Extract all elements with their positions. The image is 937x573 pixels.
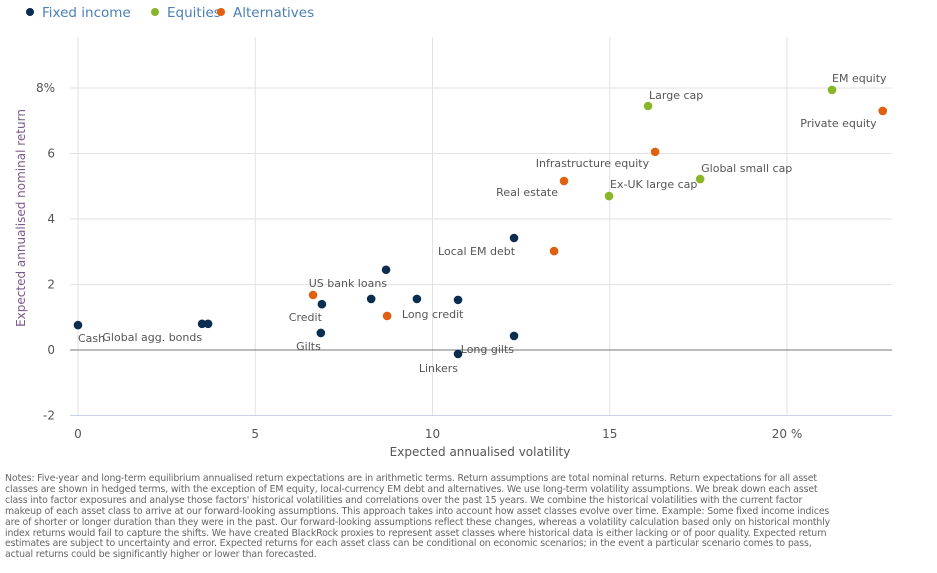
point-label: Long credit xyxy=(402,308,464,321)
data-point[interactable] xyxy=(308,290,318,300)
y-tick-label: 4 xyxy=(47,212,55,226)
notes-line: classes are shown in hedged terms, with … xyxy=(5,483,818,495)
data-point[interactable] xyxy=(381,265,391,275)
data-point[interactable] xyxy=(643,101,653,111)
data-point[interactable] xyxy=(316,328,326,338)
y-tick-label: -2 xyxy=(43,409,55,423)
point-label: Ex-UK large cap xyxy=(610,178,697,191)
point-label: Cash xyxy=(78,332,105,345)
x-tick-label: 20 % xyxy=(772,427,803,441)
notes-line: Notes: Five-year and long-term equilibri… xyxy=(5,473,817,484)
x-axis-title: Expected annualised volatility xyxy=(390,445,571,459)
point-label: Large cap xyxy=(649,89,703,102)
notes-line: are of shorter or longer duration than t… xyxy=(5,516,831,528)
legend-label: Alternatives xyxy=(233,5,314,21)
data-point[interactable] xyxy=(203,319,213,329)
data-point[interactable] xyxy=(453,295,463,305)
notes: Notes: Five-year and long-term equilibri… xyxy=(5,473,935,561)
data-point[interactable] xyxy=(317,299,327,309)
point-label: Global small cap xyxy=(701,162,792,175)
notes-line: actual returns could be significantly hi… xyxy=(5,549,317,561)
data-point[interactable] xyxy=(827,85,837,95)
y-tick-label: 2 xyxy=(47,278,55,292)
data-point[interactable] xyxy=(695,174,705,184)
legend-item-alternatives[interactable]: Alternatives xyxy=(217,5,314,21)
notes-line: estimates are subject to uncertainty and… xyxy=(5,538,812,550)
legend-marker xyxy=(217,8,225,16)
grid xyxy=(70,37,892,416)
point-label: US bank loans xyxy=(309,277,388,290)
point-label: Private equity xyxy=(800,117,877,130)
data-point[interactable] xyxy=(878,106,888,116)
scatter-chart: Fixed income Equities Alternatives 0 5 10 15 2… xyxy=(14,5,892,459)
x-tick-label: 10 xyxy=(425,427,440,441)
x-tick-label: 15 xyxy=(602,427,617,441)
legend-item-fixed-income[interactable]: Fixed income xyxy=(26,5,131,21)
data-point[interactable] xyxy=(604,191,614,201)
notes-line: index returns would fail to capture the … xyxy=(5,527,827,539)
data-point[interactable] xyxy=(197,319,207,329)
data-point[interactable] xyxy=(366,294,376,304)
data-point[interactable] xyxy=(650,147,660,157)
y-tick-label: 0 xyxy=(47,343,55,357)
data-point[interactable] xyxy=(559,176,569,186)
legend-item-equities[interactable]: Equities xyxy=(151,5,221,21)
data-point[interactable] xyxy=(382,311,392,321)
point-label: Credit xyxy=(289,311,323,324)
point-label: Linkers xyxy=(419,362,458,375)
y-tick-label: 8% xyxy=(36,81,55,95)
legend-marker xyxy=(151,8,159,16)
y-tick-label: 6 xyxy=(47,147,55,161)
notes-line: class into factor exposures and analyse … xyxy=(5,494,803,506)
x-tick-label: 5 xyxy=(251,427,259,441)
point-label: Local EM debt xyxy=(438,245,516,258)
x-tick-label: 0 xyxy=(74,427,82,441)
legend-label: Equities xyxy=(167,5,221,21)
data-point[interactable] xyxy=(509,331,519,341)
data-point[interactable] xyxy=(73,320,83,330)
point-label: Gilts xyxy=(296,340,321,353)
point-label: Long gilts xyxy=(461,343,515,356)
data-point[interactable] xyxy=(549,246,559,256)
data-point[interactable] xyxy=(412,294,422,304)
legend-marker xyxy=(26,8,34,16)
notes-line: makeup of each asset class to arrive at … xyxy=(5,505,830,517)
legend: Fixed income Equities Alternatives xyxy=(26,5,314,21)
point-label: Real estate xyxy=(496,186,558,199)
data-point[interactable] xyxy=(509,233,519,243)
point-label: EM equity xyxy=(832,72,887,85)
point-label: Infrastructure equity xyxy=(536,157,650,170)
y-axis-title: Expected annualised nominal return xyxy=(14,109,28,327)
legend-label: Fixed income xyxy=(42,5,131,21)
point-label: Global agg. bonds xyxy=(102,331,202,344)
tick-labels: 0 5 10 15 20 % -2 0 2 4 6 8% xyxy=(36,81,802,441)
data-point[interactable] xyxy=(453,349,463,359)
